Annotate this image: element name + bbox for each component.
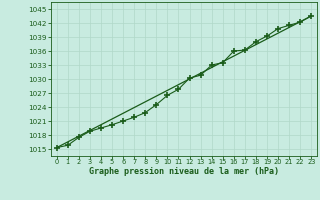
- X-axis label: Graphe pression niveau de la mer (hPa): Graphe pression niveau de la mer (hPa): [89, 167, 279, 176]
